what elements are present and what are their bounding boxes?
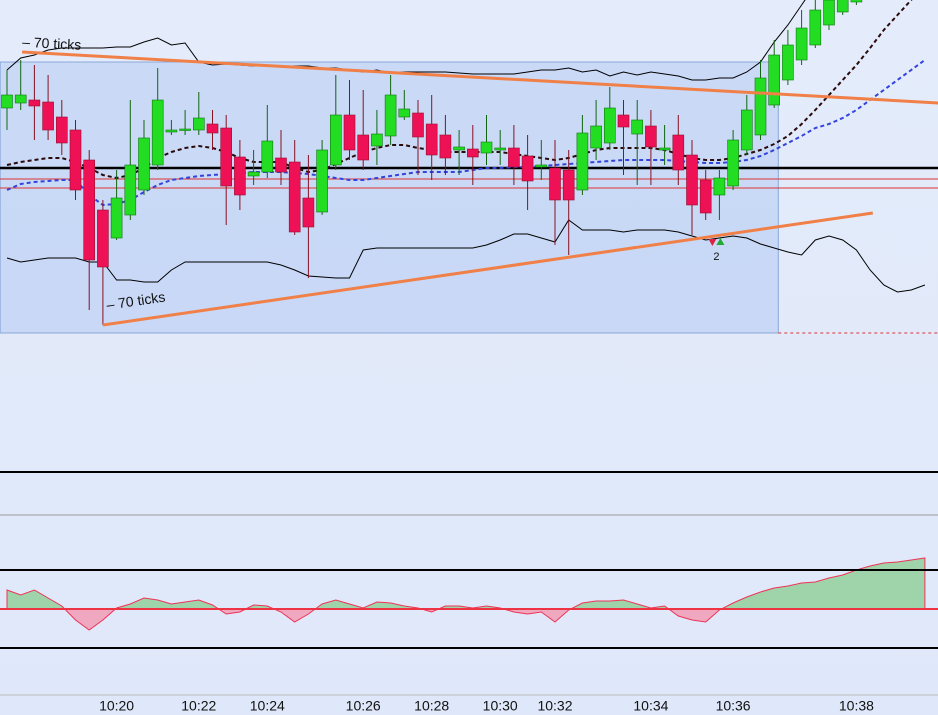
candle-body — [480, 141, 493, 154]
x-tick-label: 10:36 — [716, 698, 751, 714]
candle-body — [617, 114, 630, 128]
candle-body — [288, 161, 301, 233]
x-tick-label: 10:38 — [839, 698, 874, 714]
candle-body — [69, 129, 82, 191]
candle-body — [494, 147, 507, 151]
x-tick-label: 10:26 — [346, 698, 381, 714]
candle-body — [603, 107, 616, 144]
candle-body — [124, 164, 137, 216]
candle-body — [206, 123, 219, 134]
candle-body — [302, 197, 315, 228]
candle-body — [590, 125, 602, 149]
candle-body — [453, 146, 465, 151]
time-axis: 10:20 10:22 10:24 10:26 10:28 10:30 10:32 10:34… — [99, 698, 874, 714]
candle-body — [645, 125, 657, 148]
candle-body — [672, 134, 685, 171]
candle-body — [55, 116, 68, 144]
candle-body — [466, 148, 479, 158]
candle-body — [384, 94, 397, 137]
x-tick-label: 10:28 — [414, 698, 449, 714]
candle-body — [782, 44, 794, 81]
candle-body — [261, 140, 274, 173]
candle-body — [1, 94, 13, 109]
candle-body — [343, 114, 356, 151]
candle-body — [795, 27, 808, 61]
candle-body — [220, 127, 232, 187]
candle-body — [28, 99, 41, 107]
candle-body — [686, 154, 698, 206]
candle-body — [754, 77, 767, 136]
candle-body — [14, 94, 27, 104]
candle-body — [576, 132, 589, 191]
candle-body — [658, 147, 671, 151]
indicator-line — [6, 219, 926, 293]
candle-body — [151, 99, 164, 166]
candle-body — [535, 164, 548, 168]
candle-body — [850, 0, 863, 3]
trendline — [102, 211, 874, 327]
candle-body — [425, 123, 438, 156]
candle-body — [398, 108, 411, 118]
candle-body — [823, 0, 835, 26]
signal-arrow — [708, 239, 717, 246]
annotation: – 70 ticks — [22, 34, 82, 53]
x-tick-label: 10:30 — [483, 698, 518, 714]
candle-body — [234, 156, 246, 196]
candle-body — [439, 134, 452, 159]
candle-body — [699, 179, 712, 214]
candle-body — [631, 119, 644, 135]
candle-body — [357, 134, 370, 161]
signal-arrow — [716, 238, 725, 245]
signal-label: 2 — [713, 251, 719, 263]
candle-body — [83, 159, 95, 261]
oscillator-panel — [0, 557, 938, 649]
candle-body — [740, 109, 753, 151]
candle-body — [179, 128, 191, 131]
candle-body — [316, 149, 328, 213]
x-tick-label: 10:22 — [181, 698, 216, 714]
candle-body — [42, 101, 54, 131]
candle-body — [809, 9, 822, 46]
candle-body — [768, 54, 781, 106]
candle-body — [412, 112, 424, 138]
x-tick-label: 10:24 — [250, 698, 285, 714]
candle-body — [836, 0, 849, 13]
x-tick-label: 10:20 — [99, 698, 134, 714]
candle-body — [138, 137, 150, 191]
trendline — [21, 50, 938, 105]
candle-body — [508, 147, 520, 168]
candle-body — [247, 171, 260, 177]
candle-body — [713, 177, 726, 196]
candle-body — [165, 129, 178, 133]
candle-body — [727, 139, 739, 187]
candle-body — [371, 133, 383, 147]
indicator-line — [6, 0, 806, 81]
candle-body — [521, 155, 534, 182]
candle-body — [562, 169, 575, 201]
x-tick-label: 10:34 — [633, 698, 668, 714]
indicator-line — [6, 59, 926, 207]
candle-body — [329, 114, 342, 166]
candle-body — [97, 209, 109, 268]
x-tick-label: 10:32 — [537, 698, 572, 714]
candle-body — [193, 117, 205, 131]
candle-body — [275, 157, 287, 173]
candle-body — [110, 197, 123, 239]
candle-body — [549, 167, 561, 201]
